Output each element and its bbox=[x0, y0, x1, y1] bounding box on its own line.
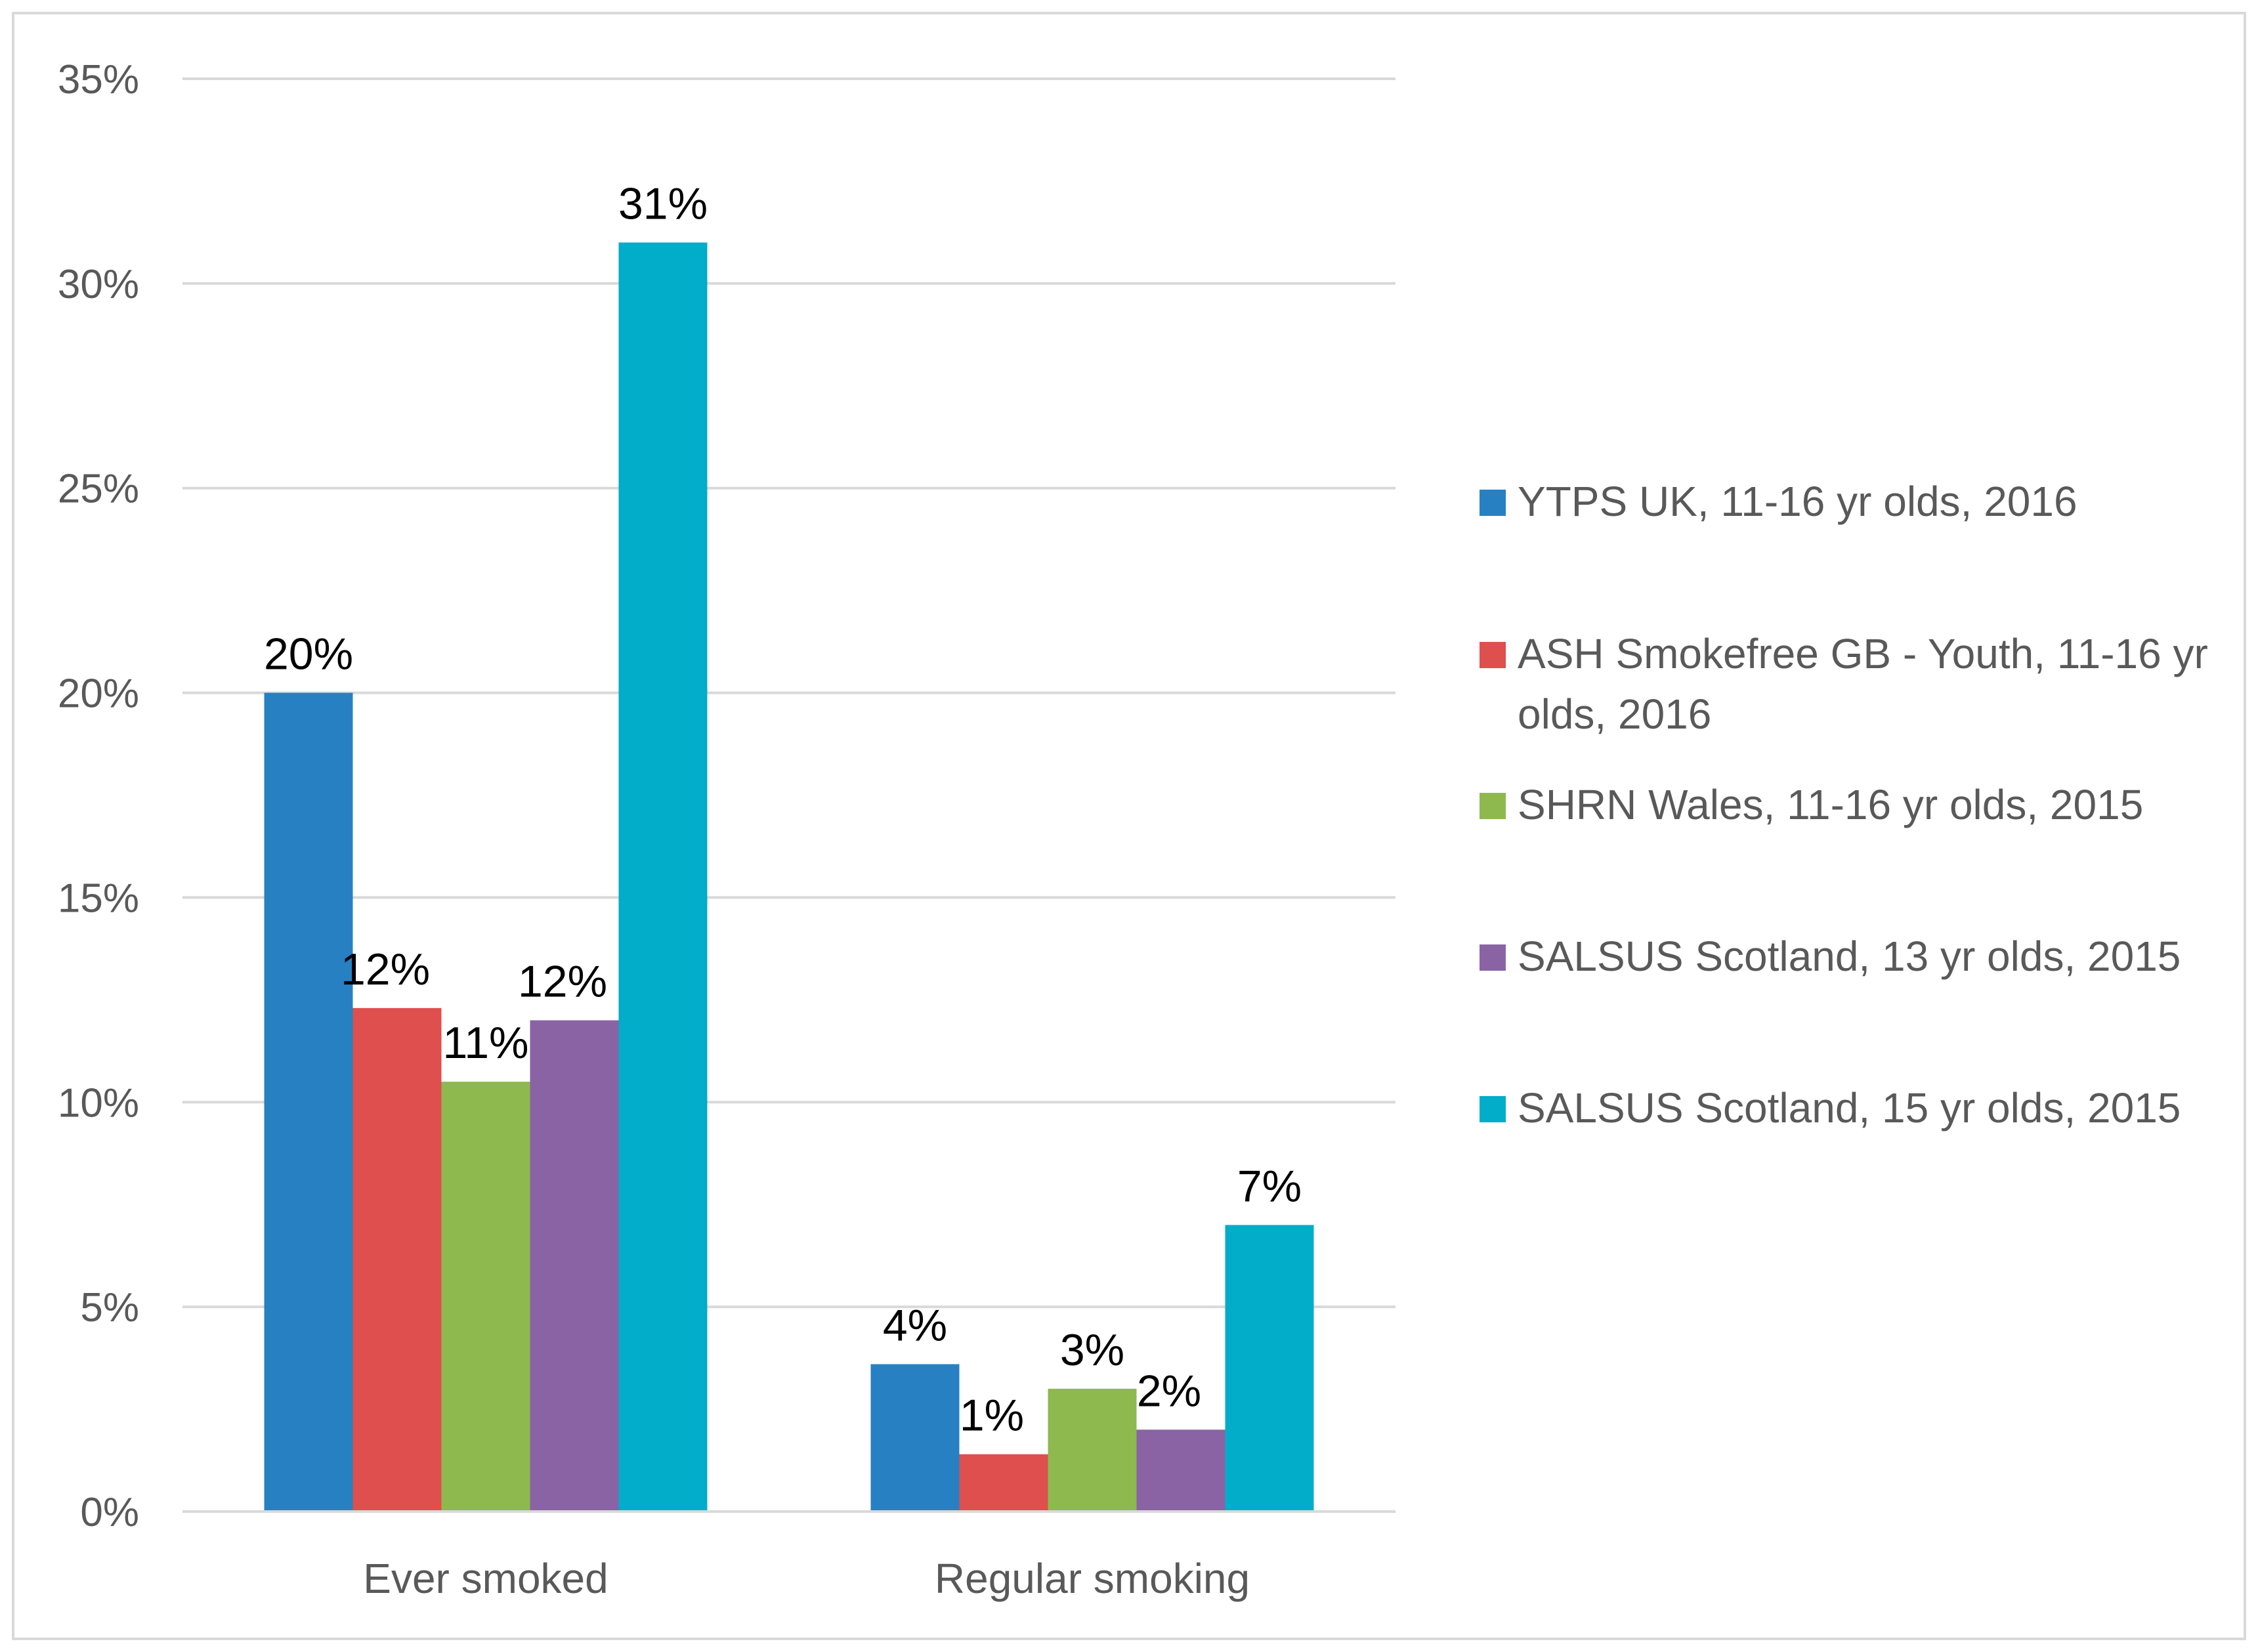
bar-chart: 0%5%10%15%20%25%30%35% 20%12%11%12%31%4%… bbox=[58, 57, 2208, 1602]
legend-label: ASH Smokefree GB - Youth, 11-16 yr olds, … bbox=[1518, 630, 2208, 738]
y-tick-label: 20% bbox=[58, 671, 139, 717]
bar bbox=[441, 1082, 530, 1512]
y-tick-label: 35% bbox=[58, 57, 139, 102]
legend-label: SALSUS Scotland, 15 yr olds, 2015 bbox=[1518, 1084, 2181, 1132]
legend-swatch bbox=[1480, 944, 1506, 971]
legend-swatch bbox=[1480, 1096, 1506, 1122]
bar bbox=[530, 1020, 619, 1512]
category-label: Ever smoked bbox=[363, 1555, 608, 1602]
y-tick-label: 30% bbox=[58, 262, 139, 307]
data-label: 4% bbox=[883, 1300, 947, 1350]
category-labels: Ever smoked Regular smoking bbox=[363, 1555, 1250, 1602]
category-label: Regular smoking bbox=[935, 1555, 1250, 1602]
y-tick-label: 0% bbox=[80, 1490, 139, 1535]
bar bbox=[1048, 1388, 1137, 1512]
y-axis-ticks: 0% 5% 10% 15% 20% 25% 30% 35% bbox=[58, 57, 139, 1535]
bar bbox=[1136, 1430, 1225, 1512]
bar bbox=[618, 242, 708, 1512]
bar bbox=[352, 1007, 442, 1512]
legend-label: SHRN Wales, 11-16 yr olds, 2015 bbox=[1518, 781, 2143, 828]
data-labels: 20%12%11%12%31%4%1%3%2%7% bbox=[264, 179, 1302, 1440]
y-tick-label: 25% bbox=[58, 467, 139, 512]
legend: YTPS UK, 11-16 yr olds, 2016 ASH Smokefre… bbox=[1480, 478, 2208, 1132]
data-label: 12% bbox=[518, 957, 607, 1007]
bar bbox=[1225, 1225, 1314, 1512]
bar bbox=[870, 1364, 960, 1512]
data-label: 3% bbox=[1060, 1325, 1124, 1375]
data-label: 11% bbox=[442, 1018, 528, 1068]
legend-swatch bbox=[1480, 793, 1506, 819]
legend-swatch bbox=[1480, 490, 1506, 516]
data-label: 12% bbox=[341, 944, 430, 994]
legend-label: YTPS UK, 11-16 yr olds, 2016 bbox=[1518, 478, 2077, 525]
data-label: 20% bbox=[264, 629, 353, 679]
y-tick-label: 10% bbox=[58, 1080, 139, 1126]
y-tick-label: 5% bbox=[80, 1285, 139, 1330]
y-tick-label: 15% bbox=[58, 876, 139, 921]
bar bbox=[264, 692, 353, 1512]
data-label: 7% bbox=[1237, 1161, 1302, 1211]
bars bbox=[264, 242, 1314, 1512]
data-label: 31% bbox=[618, 179, 708, 228]
data-label: 2% bbox=[1137, 1366, 1201, 1416]
legend-label: SALSUS Scotland, 13 yr olds, 2015 bbox=[1518, 933, 2181, 980]
data-label: 1% bbox=[960, 1391, 1024, 1441]
chart-frame: 0% 5% 10% 15% 20% 25% 30% 35% 20% 12% 11% 12% 31% 4%… bbox=[12, 12, 2246, 1640]
legend-swatch bbox=[1480, 642, 1506, 668]
bar bbox=[959, 1454, 1048, 1512]
